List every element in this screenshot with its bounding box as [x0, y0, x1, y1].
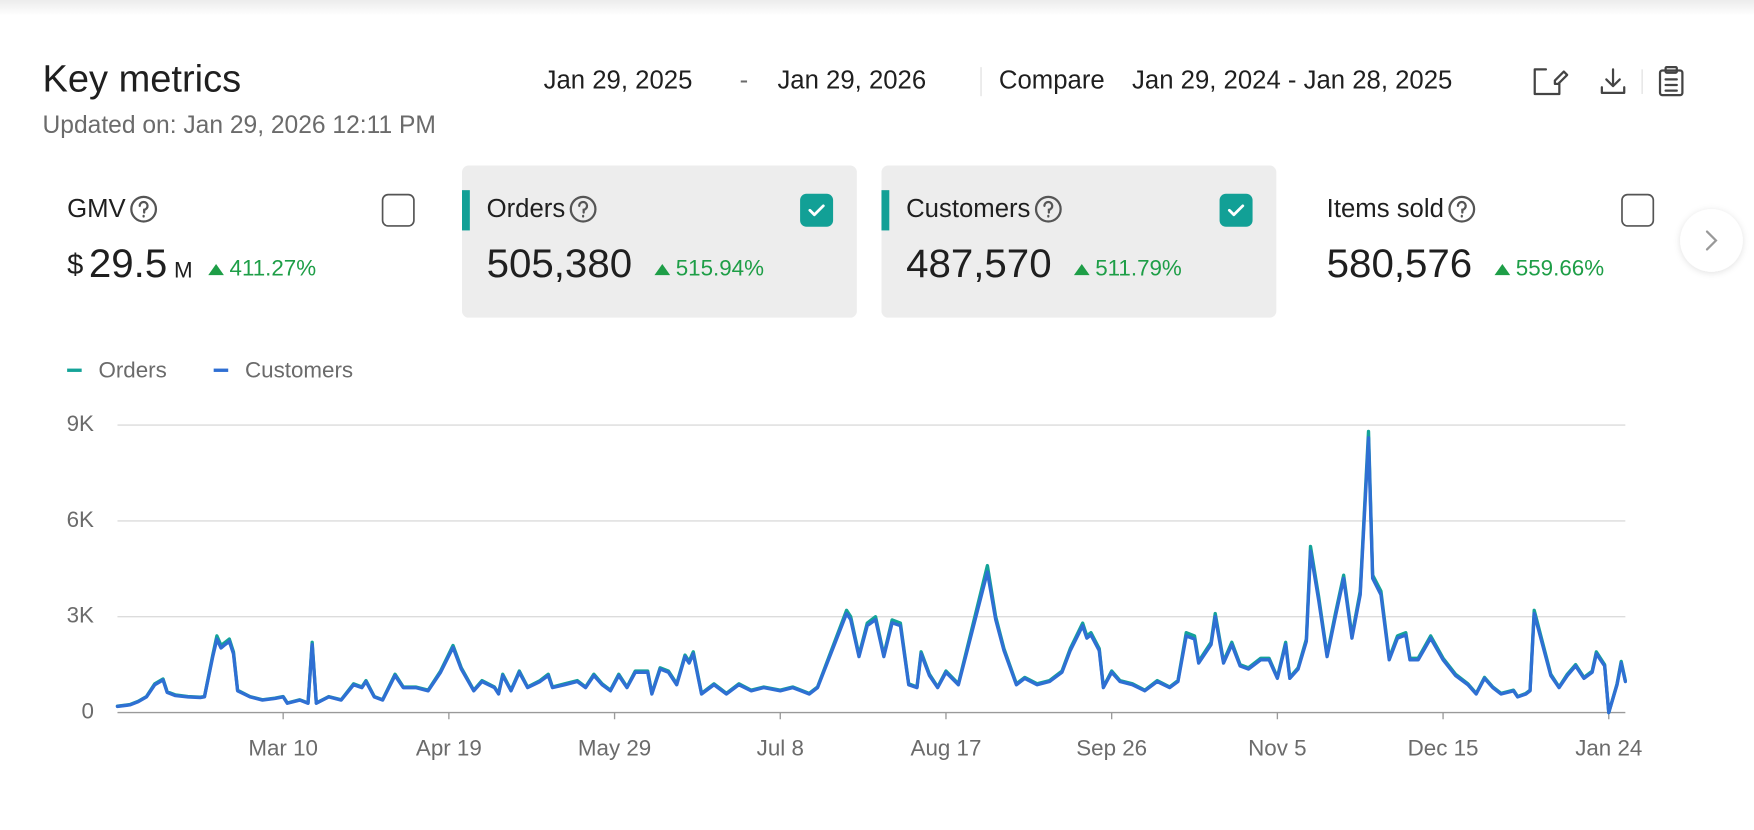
help-icon-mark	[138, 200, 149, 218]
metric-name: Items sold	[1327, 195, 1444, 223]
card-accent	[881, 190, 890, 231]
card-accent	[462, 190, 470, 231]
date-start[interactable]: Jan 29, 2025	[544, 66, 693, 94]
line-chart: 0 3K 6K 9K Mar 10 Apr 19 May 29 Jul 8 Aug 17 Sep …	[67, 411, 1643, 760]
download-icon[interactable]	[1600, 68, 1626, 94]
metric-value: 487,570	[906, 241, 1052, 286]
help-icon-mark	[578, 200, 589, 218]
card-background	[881, 165, 1277, 318]
series-line	[115, 436, 1628, 715]
metric-value: 505,380	[487, 241, 633, 286]
legend: Orders Customers	[67, 357, 353, 382]
report-icon[interactable]	[1658, 65, 1684, 97]
metric-card[interactable]: GMV $ 29.5 M 411.27%	[67, 193, 415, 286]
edit-icon[interactable]	[1533, 68, 1569, 96]
checkbox-check	[1227, 204, 1245, 217]
metric-prefix: $	[67, 249, 83, 281]
date-end[interactable]: Jan 29, 2026	[777, 66, 926, 94]
x-tick-label: Sep 26	[1076, 735, 1147, 760]
metric-change: 559.66%	[1516, 255, 1604, 280]
metric-name: GMV	[67, 195, 126, 223]
help-icon-mark	[1043, 200, 1054, 218]
checkbox-check	[808, 204, 825, 217]
metric-card[interactable]: Customers 487,570 511.79%	[881, 165, 1277, 318]
help-icon[interactable]	[130, 195, 158, 223]
change-arrow	[1073, 263, 1090, 276]
y-tick-label: 3K	[67, 603, 94, 628]
compare-label: Compare	[999, 66, 1105, 94]
checkbox[interactable]	[381, 193, 415, 227]
x-tick-label: May 29	[578, 735, 651, 760]
x-tick-label: Jul 8	[757, 735, 804, 760]
metric-name: Customers	[906, 195, 1030, 223]
checkbox[interactable]	[1219, 193, 1253, 227]
y-tick-label: 0	[82, 698, 94, 723]
metric-unit: M	[174, 258, 193, 283]
metric-value: 580,576	[1327, 241, 1473, 286]
checkbox[interactable]	[1621, 193, 1655, 227]
help-icon[interactable]	[569, 195, 597, 223]
metric-cards: GMV $ 29.5 M 411.27% Orders 505,380 515.94% Cust…	[67, 165, 1655, 318]
x-tick-label: Nov 5	[1248, 735, 1306, 760]
metric-name: Orders	[487, 195, 566, 223]
x-tick-label: Aug 17	[911, 735, 982, 760]
help-icon[interactable]	[1034, 195, 1062, 223]
x-tick-label: Dec 15	[1408, 735, 1479, 760]
help-icon-mark	[1456, 200, 1467, 218]
x-tick-label: Apr 19	[416, 735, 482, 760]
updated-on: Updated on: Jan 29, 2026 12:11 PM	[43, 112, 436, 139]
metric-change: 511.79%	[1095, 255, 1182, 280]
y-tick-label: 6K	[67, 507, 94, 532]
next-button[interactable]	[1680, 209, 1743, 272]
date-separator: -	[740, 66, 749, 94]
metric-card[interactable]: Items sold 580,576 559.66%	[1327, 193, 1655, 286]
card-background	[462, 165, 857, 318]
compare-range[interactable]: Jan 29, 2024 - Jan 28, 2025	[1132, 66, 1452, 94]
change-arrow	[1494, 263, 1511, 276]
checkbox[interactable]	[800, 193, 834, 227]
series-line	[115, 429, 1628, 715]
legend-label[interactable]: Customers	[245, 357, 353, 382]
y-tick-label: 9K	[67, 411, 94, 436]
legend-label[interactable]: Orders	[98, 357, 166, 382]
change-arrow	[654, 263, 671, 276]
top-shadow	[0, 0, 1754, 16]
x-tick-label: Jan 24	[1575, 735, 1642, 760]
metric-change: 411.27%	[230, 255, 317, 280]
page-title: Key metrics	[43, 59, 242, 101]
metric-card[interactable]: Orders 505,380 515.94%	[462, 165, 857, 318]
help-icon[interactable]	[1448, 195, 1476, 223]
metric-value: 29.5	[89, 241, 167, 286]
change-arrow	[208, 263, 224, 276]
metric-change: 515.94%	[676, 255, 764, 280]
x-tick-label: Mar 10	[248, 735, 318, 760]
